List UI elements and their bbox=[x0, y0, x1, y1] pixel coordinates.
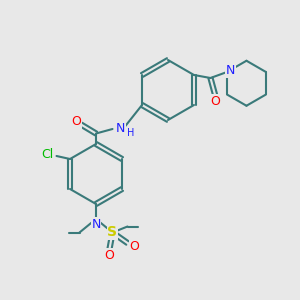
Text: H: H bbox=[128, 128, 135, 138]
Text: S: S bbox=[107, 226, 118, 239]
Text: O: O bbox=[129, 239, 139, 253]
Text: O: O bbox=[105, 249, 114, 262]
Text: N: N bbox=[116, 122, 126, 136]
Text: O: O bbox=[210, 94, 220, 108]
Text: N: N bbox=[91, 218, 101, 231]
Text: N: N bbox=[226, 64, 235, 77]
Text: Cl: Cl bbox=[41, 148, 54, 161]
Text: O: O bbox=[72, 115, 81, 128]
